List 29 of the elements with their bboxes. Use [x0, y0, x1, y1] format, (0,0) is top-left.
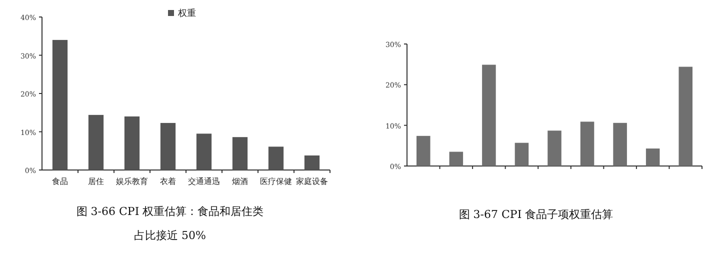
- x-tick-label: 居住: [88, 177, 104, 186]
- bar: [613, 122, 627, 166]
- bar: [482, 64, 496, 166]
- bar: [678, 66, 692, 166]
- x-tick-label: 衣着: [160, 177, 176, 186]
- caption: 图 3-67 CPI 食品子项权重估算: [458, 208, 614, 221]
- bar: [580, 122, 594, 166]
- bar: [124, 116, 140, 170]
- bar: [160, 122, 176, 170]
- x-tick-label: 食品: [52, 177, 68, 186]
- x-tick-label: 家庭设备: [296, 177, 328, 186]
- x-tick-label: 烟酒: [232, 177, 248, 186]
- bar: [416, 136, 430, 166]
- bar: [449, 152, 464, 166]
- bar: [88, 114, 104, 170]
- x-tick-label: 娱乐教育: [116, 177, 148, 186]
- x-tick-label: 医疗保健: [260, 177, 292, 186]
- bar: [548, 130, 562, 166]
- caption: 图 3-66 CPI 权重估算：食品和居住类: [76, 205, 264, 218]
- text: 占比接近 50%: [134, 229, 206, 242]
- x-tick-label: 交通通迅: [188, 177, 220, 186]
- bar: [646, 148, 660, 166]
- bar: [514, 142, 529, 166]
- bar: [52, 40, 68, 170]
- legend-label: 权重: [177, 8, 196, 19]
- bar: [304, 155, 320, 170]
- bar: [232, 137, 248, 170]
- bar: [196, 134, 212, 170]
- bar: [268, 146, 284, 170]
